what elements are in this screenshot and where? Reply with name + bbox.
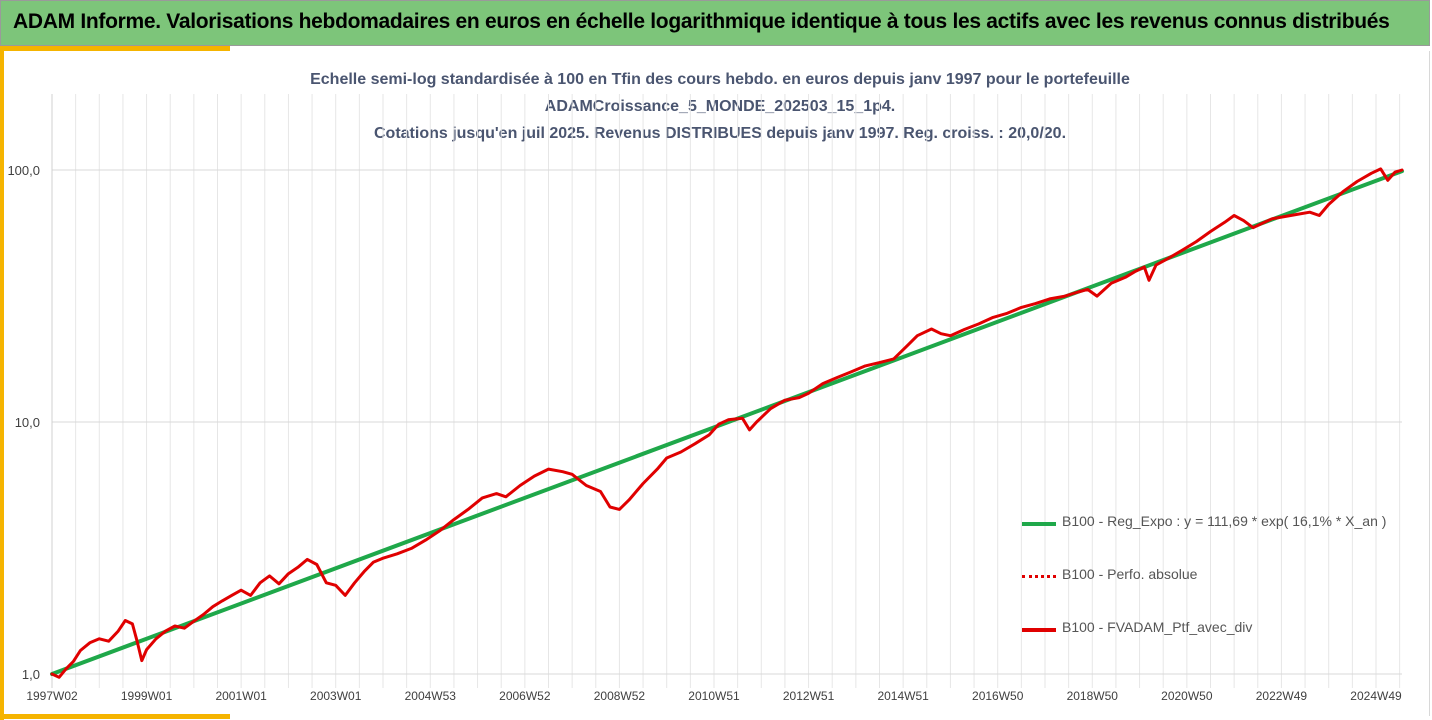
accent-bar-left <box>0 46 4 720</box>
legend-label-perfo-absolue: B100 - Perfo. absolue <box>1062 566 1198 582</box>
x-tick-label: 2020W50 <box>1161 689 1213 703</box>
x-tick-label: 2016W50 <box>972 689 1024 703</box>
x-tick-label: 2014W51 <box>877 689 929 703</box>
x-tick-label: 2004W53 <box>405 689 457 703</box>
x-tick-label: 2010W51 <box>688 689 740 703</box>
x-tick-label: 2012W51 <box>783 689 835 703</box>
portfolio-line <box>50 167 1404 679</box>
x-tick-label: 1997W02 <box>26 689 78 703</box>
legend-label-portfolio: B100 - FVADAM_Ptf_avec_div <box>1062 619 1253 635</box>
legend-swatch-regression <box>1022 522 1056 526</box>
legend-swatch-portfolio <box>1022 628 1056 632</box>
x-tick-label: 2024W49 <box>1350 689 1402 703</box>
report-banner: ADAM Informe. Valorisations hebdomadaire… <box>0 0 1430 46</box>
accent-bar-top <box>0 46 230 51</box>
axis-layer: 1,0 10,0 100,0 1997W02 1999W01 2001W01 2003W01… <box>7 163 1402 703</box>
x-tick-label: 1999W01 <box>121 689 173 703</box>
grid-layer <box>51 94 1402 688</box>
y-tick-label: 100,0 <box>7 163 40 178</box>
x-tick-label: 2006W52 <box>499 689 551 703</box>
y-tick-label: 10,0 <box>15 415 40 430</box>
x-tick-label: 2003W01 <box>310 689 362 703</box>
chart-title-line-3: Cotations jusqu'en juil 2025. Revenus DI… <box>373 125 1067 142</box>
report-title: ADAM Informe. Valorisations hebdomadaire… <box>13 10 1390 33</box>
legend-swatch-perfo-absolue <box>1022 575 1056 578</box>
chart-frame <box>4 51 1430 716</box>
x-tick-label: 2008W52 <box>594 689 646 703</box>
accent-bar-bottom <box>0 714 230 719</box>
legend-label-regression: B100 - Reg_Expo : y = 111,69 * exp( 16,1… <box>1062 513 1387 529</box>
x-tick-label: 2022W49 <box>1256 689 1308 703</box>
series-layer <box>50 167 1404 679</box>
y-tick-label: 1,0 <box>22 667 40 682</box>
x-tick-label: 2018W50 <box>1067 689 1119 703</box>
chart-title-line-1: Echelle semi-log standardisée à 100 en T… <box>310 71 1130 88</box>
x-tick-label: 2001W01 <box>215 689 267 703</box>
chart-title-line-2: ADAMCroissance_5_MONDE_202503_15_1p4. <box>544 98 896 115</box>
regression-line <box>50 169 1404 676</box>
